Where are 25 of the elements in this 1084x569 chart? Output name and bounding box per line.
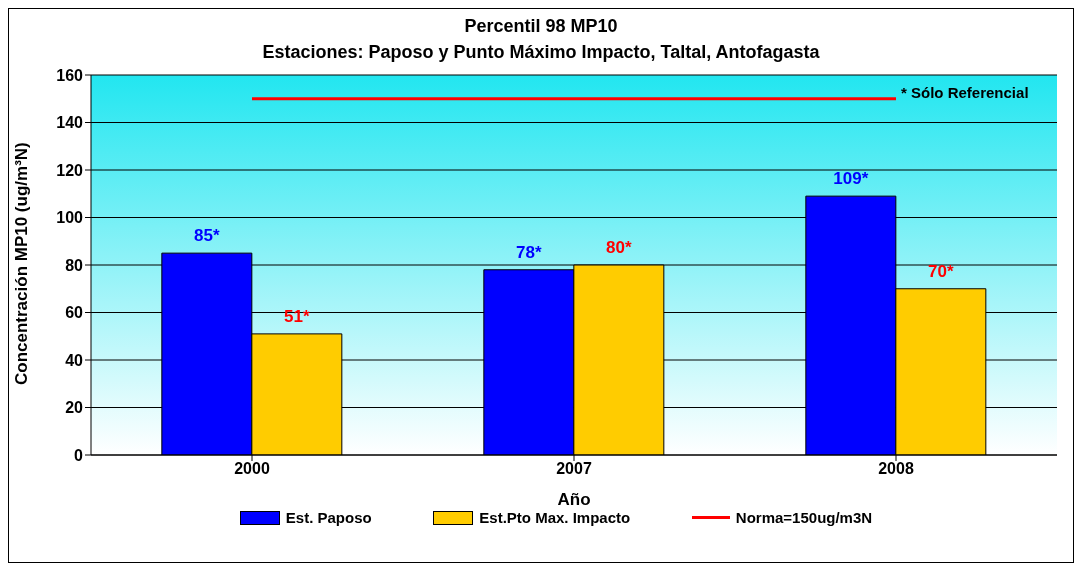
legend-label: Est.Pto Max. Impacto — [479, 509, 631, 526]
x-tick-label: 2007 — [556, 460, 592, 478]
y-tick-label: 100 — [56, 209, 84, 227]
data-label: 78* — [516, 242, 542, 262]
data-label: 85* — [194, 226, 220, 246]
y-tick-label: 60 — [65, 304, 84, 322]
chart-subtitle: Estaciones: Paposo y Punto Máximo Impacto, Taltal, Antofagasta — [261, 41, 821, 64]
y-tick-label: 40 — [65, 351, 84, 369]
data-label: 109* — [833, 169, 869, 189]
legend-label: Est. Paposo — [285, 509, 372, 526]
y-tick-label: 0 — [74, 446, 84, 464]
data-label: 70* — [928, 261, 954, 281]
y-tick-label: 80 — [65, 256, 84, 274]
y-axis-title: Concentración MP10 (ug/m³N) — [12, 142, 32, 385]
x-axis-title: Año — [557, 490, 591, 509]
y-tick-label: 120 — [56, 161, 84, 179]
chart-title: Percentil 98 MP10 — [463, 15, 619, 38]
data-label: 80* — [606, 238, 632, 257]
y-tick-label: 160 — [56, 66, 84, 84]
y-tick-label: 140 — [56, 114, 84, 132]
annotation: * Sólo Referencial — [901, 84, 1029, 102]
y-tick-label: 20 — [65, 399, 84, 417]
legend-label: Norma=150ug/m3N — [735, 509, 873, 526]
x-tick-label: 2000 — [234, 460, 270, 478]
x-tick-label: 2008 — [878, 460, 914, 478]
